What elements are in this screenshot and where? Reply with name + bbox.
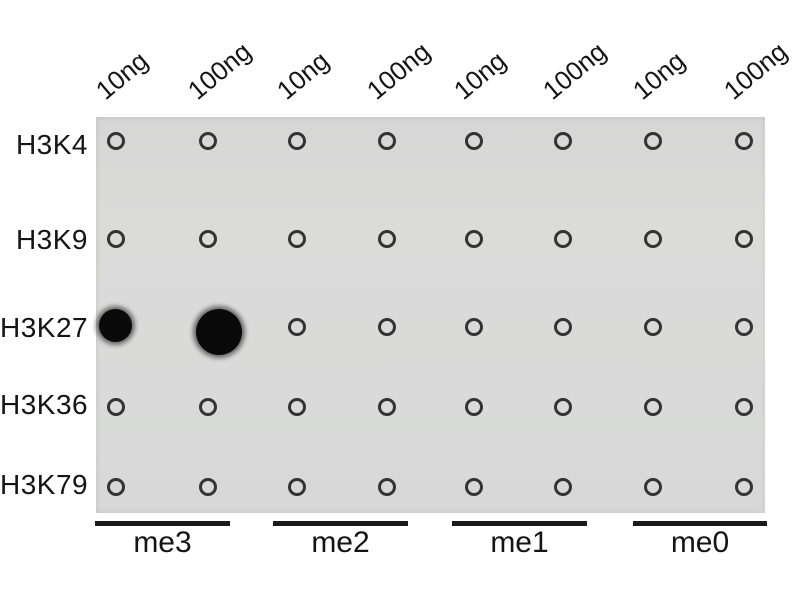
blot-spot-negative: [107, 398, 125, 416]
group-label-me1: me1: [490, 526, 549, 559]
blot-spot-negative: [644, 230, 662, 248]
blot-spot-negative: [465, 398, 483, 416]
blot-spot-negative: [735, 132, 753, 150]
group-underline-me1: [452, 521, 587, 526]
blot-spot-negative: [378, 230, 396, 248]
blot-spot-negative: [644, 132, 662, 150]
blot-spot-negative: [378, 132, 396, 150]
column-label-1: 10ng: [90, 45, 154, 106]
row-label-h3k4: H3K4: [15, 129, 88, 160]
blot-spot-negative: [465, 230, 483, 248]
blot-spot-positive-strong: [98, 308, 132, 342]
column-label-6: 100ng: [537, 36, 612, 106]
blot-spot-negative: [465, 132, 483, 150]
blot-spot-negative: [735, 398, 753, 416]
blot-spot-negative: [735, 230, 753, 248]
blot-spot-positive-very_strong: [196, 309, 242, 355]
group-label-me3: me3: [133, 526, 192, 559]
blot-spot-negative: [735, 478, 753, 496]
row-label-h3k79: H3K79: [0, 469, 89, 500]
row-label-h3k27: H3K27: [0, 312, 89, 343]
blot-spot-negative: [554, 132, 572, 150]
group-label-me2: me2: [311, 526, 370, 559]
blot-spot-negative: [199, 132, 217, 150]
column-label-2: 100ng: [182, 36, 257, 106]
column-label-3: 10ng: [271, 45, 335, 106]
blot-spot-negative: [199, 478, 217, 496]
blot-spot-negative: [107, 132, 125, 150]
blot-membrane: [96, 117, 765, 513]
blot-spot-negative: [644, 398, 662, 416]
blot-spot-negative: [378, 398, 396, 416]
blot-spot-negative: [288, 318, 306, 336]
column-label-4: 100ng: [361, 36, 436, 106]
column-label-8: 100ng: [718, 36, 793, 106]
blot-spot-negative: [288, 398, 306, 416]
blot-spot-negative: [554, 230, 572, 248]
group-underline-me0: [633, 521, 767, 526]
blot-spot-negative: [465, 478, 483, 496]
blot-spot-negative: [735, 318, 753, 336]
blot-spot-negative: [644, 318, 662, 336]
group-underline-me3: [95, 521, 230, 526]
row-label-h3k36: H3K36: [0, 389, 89, 420]
blot-spot-negative: [107, 478, 125, 496]
blot-spot-negative: [199, 398, 217, 416]
blot-spot-negative: [554, 318, 572, 336]
blot-spot-negative: [199, 230, 217, 248]
blot-spot-negative: [378, 318, 396, 336]
blot-spot-negative: [107, 230, 125, 248]
column-label-5: 10ng: [448, 45, 512, 106]
group-underline-me2: [273, 521, 408, 526]
row-label-h3k9: H3K9: [15, 224, 88, 255]
column-label-7: 10ng: [627, 45, 691, 106]
group-label-me0: me0: [670, 526, 730, 559]
blot-spot-negative: [465, 318, 483, 336]
blot-spot-negative: [554, 398, 572, 416]
blot-spot-negative: [288, 230, 306, 248]
blot-spot-negative: [644, 478, 662, 496]
blot-spot-negative: [288, 132, 306, 150]
blot-spot-negative: [554, 478, 572, 496]
blot-spot-negative: [378, 478, 396, 496]
blot-spot-negative: [288, 478, 306, 496]
